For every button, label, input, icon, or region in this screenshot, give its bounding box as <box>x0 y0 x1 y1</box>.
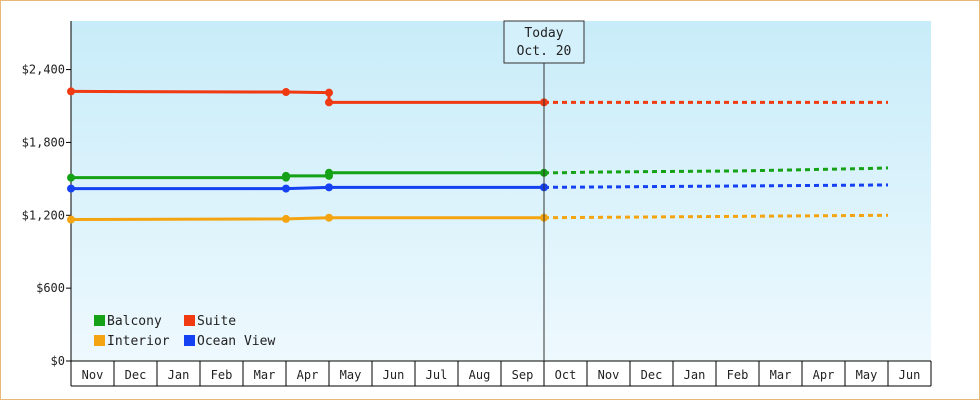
data-point <box>325 88 333 97</box>
x-tick-label: Apr <box>813 368 835 382</box>
series-balcony <box>67 166 889 182</box>
today-date: Oct. 20 <box>517 44 572 59</box>
x-tick-label: Aug <box>469 368 491 382</box>
x-tick-label: Mar <box>770 368 792 382</box>
series-interior <box>67 213 889 224</box>
legend-item-suite: Suite <box>184 314 236 329</box>
data-point <box>282 171 290 180</box>
series-suite <box>67 87 888 107</box>
x-tick-label: Nov <box>82 368 104 382</box>
legend-item-ocean-view: Ocean View <box>184 334 275 349</box>
y-tick-label: $1,200 <box>22 208 65 222</box>
data-point <box>282 214 290 223</box>
legend-label: Ocean View <box>197 334 275 349</box>
y-tick-label: $1,800 <box>22 135 65 149</box>
x-tick-label: Oct <box>555 368 577 382</box>
series-line-forecast <box>543 183 889 189</box>
series-line-actual <box>70 216 544 222</box>
x-axis: Nov Dec Jan Feb Mar Apr May Jun Jul Aug Sep Oct Nov D… <box>70 360 932 387</box>
x-tick-label: Feb <box>727 368 749 382</box>
data-point <box>282 184 290 193</box>
data-point <box>282 88 290 97</box>
x-tick-label: Jun <box>899 368 921 382</box>
x-tick-label: Nov <box>598 368 620 382</box>
y-tick-label: $2,400 <box>22 63 65 77</box>
data-point <box>67 87 75 96</box>
y-tick-label: $0 <box>51 354 65 368</box>
legend-label: Balcony <box>107 314 162 329</box>
today-marker: Today Oct. 20 <box>503 20 585 361</box>
y-axis: $0 $600 $1,200 $1,800 $2,400 <box>22 21 72 368</box>
data-point <box>67 184 75 193</box>
x-tick-label: Jan <box>684 368 706 382</box>
series-line-actual <box>71 185 544 191</box>
legend-swatch <box>184 315 195 326</box>
data-point <box>325 183 333 192</box>
data-point <box>67 215 75 224</box>
legend-swatch <box>94 335 105 346</box>
x-tick-label: Jul <box>426 368 448 382</box>
x-tick-label: Feb <box>211 368 233 382</box>
x-tick-label: Mar <box>254 368 276 382</box>
legend-item-balcony: Balcony <box>94 314 162 329</box>
legend-label: Interior <box>107 334 170 349</box>
series-layer <box>67 87 889 224</box>
data-point <box>67 173 75 182</box>
x-tick-label: Apr <box>297 368 319 382</box>
series-ocean-view <box>67 183 889 193</box>
x-tick-label: May <box>340 368 362 382</box>
legend-label: Suite <box>197 314 236 329</box>
data-point <box>325 98 333 107</box>
x-tick-label: Dec <box>125 368 147 382</box>
x-tick-label: Dec <box>641 368 663 382</box>
data-point <box>325 213 333 222</box>
today-box <box>503 20 585 64</box>
series-line-forecast <box>544 166 889 175</box>
today-label: Today <box>524 26 563 41</box>
x-tick-label: Jun <box>383 368 405 382</box>
x-tick-label: Sep <box>512 368 534 382</box>
legend-item-interior: Interior <box>94 334 170 349</box>
x-tick-label: May <box>856 368 878 382</box>
plot-background <box>71 21 931 361</box>
series-line-actual <box>71 171 544 180</box>
x-tick-label: Jan <box>168 368 190 382</box>
legend-swatch <box>184 335 195 346</box>
y-tick-label: $600 <box>36 281 65 295</box>
legend-swatch <box>94 315 105 326</box>
legend: Balcony Interior Suite Ocean View <box>94 314 275 349</box>
series-line-forecast <box>543 213 889 220</box>
data-point <box>325 168 333 177</box>
